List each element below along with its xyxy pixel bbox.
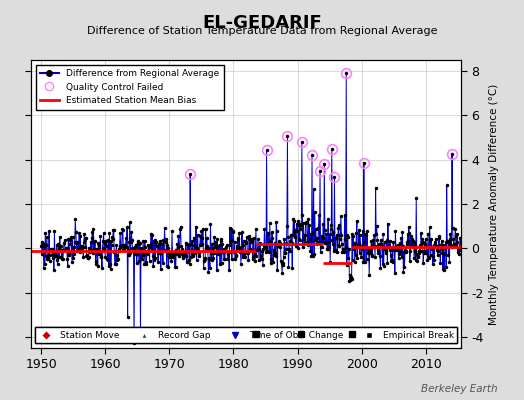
- Legend: Station Move, Record Gap, Time of Obs. Change, Empirical Break: Station Move, Record Gap, Time of Obs. C…: [35, 327, 457, 344]
- Text: Berkeley Earth: Berkeley Earth: [421, 384, 498, 394]
- Text: EL-GEDARIF: EL-GEDARIF: [202, 14, 322, 32]
- Text: Difference of Station Temperature Data from Regional Average: Difference of Station Temperature Data f…: [87, 26, 437, 36]
- Y-axis label: Monthly Temperature Anomaly Difference (°C): Monthly Temperature Anomaly Difference (…: [489, 83, 499, 325]
